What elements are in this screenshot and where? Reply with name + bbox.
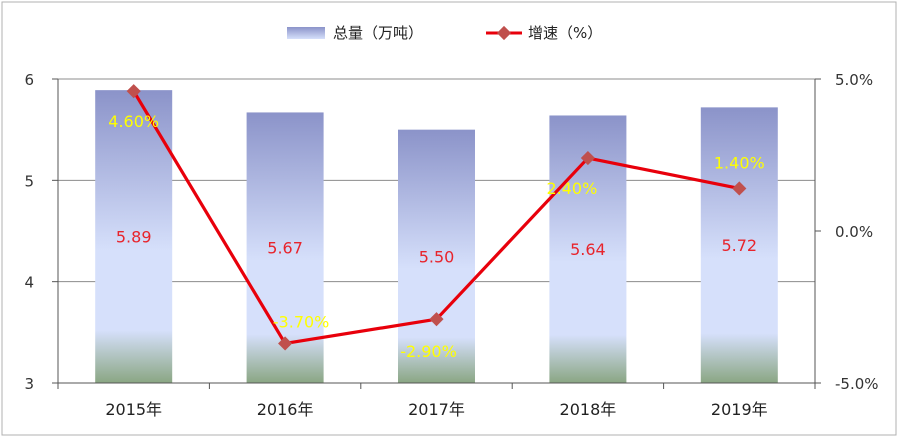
legend-label-growth: 增速（%） bbox=[528, 24, 602, 42]
bar-value-label: 5.89 bbox=[116, 228, 152, 247]
x-axis-tick-label: 2019年 bbox=[711, 400, 768, 419]
left-axis-tick-label: 4 bbox=[24, 274, 34, 292]
growth-line-layer bbox=[126, 84, 747, 351]
growth-marker bbox=[732, 181, 747, 196]
growth-marker bbox=[278, 336, 293, 351]
legend-label-total: 总量（万吨） bbox=[333, 24, 423, 42]
x-axis-tick-label: 2015年 bbox=[105, 400, 162, 419]
growth-value-label: 4.60% bbox=[108, 112, 159, 131]
x-axis-tick-label: 2017年 bbox=[408, 400, 465, 419]
legend-marker-growth bbox=[496, 25, 512, 41]
growth-value-label: 1.40% bbox=[714, 153, 765, 172]
growth-value-label: -3.70% bbox=[273, 312, 330, 331]
left-axis-tick-label: 5 bbox=[24, 172, 34, 190]
bar-total bbox=[398, 129, 475, 383]
growth-value-label: 2.40% bbox=[546, 179, 597, 198]
right-axis-tick-label: 0.0% bbox=[835, 223, 873, 241]
growth-marker bbox=[429, 312, 444, 327]
legend: 总量（万吨） 增速（%） bbox=[287, 24, 602, 42]
legend-swatch-total bbox=[287, 27, 325, 39]
growth-value-label: -2.90% bbox=[400, 342, 457, 361]
bar-total bbox=[700, 107, 778, 383]
data-labels: 5.89 5.67 5.50 5.64 5.72 4.60% -3.70% -2.90% 2.4… bbox=[108, 112, 764, 361]
bar-value-label: 5.72 bbox=[721, 236, 757, 255]
right-axis-tick-label: -5.0% bbox=[835, 375, 879, 393]
left-axis-tick-label: 6 bbox=[24, 71, 34, 89]
bar-total bbox=[95, 90, 173, 383]
growth-marker bbox=[580, 150, 595, 166]
bar-value-label: 5.64 bbox=[570, 240, 606, 259]
axes: 3 4 5 6 -5.0% 0.0% 5.0% 2015年 2016年 2017年 2018年 201… bbox=[24, 71, 878, 419]
bar-value-label: 5.67 bbox=[267, 239, 303, 258]
left-axis-tick-label: 3 bbox=[24, 375, 34, 393]
bar-value-label: 5.50 bbox=[419, 247, 455, 266]
right-axis-tick-label: 5.0% bbox=[835, 71, 873, 89]
x-axis-tick-label: 2018年 bbox=[560, 400, 617, 419]
x-axis-tick-label: 2016年 bbox=[257, 400, 314, 419]
